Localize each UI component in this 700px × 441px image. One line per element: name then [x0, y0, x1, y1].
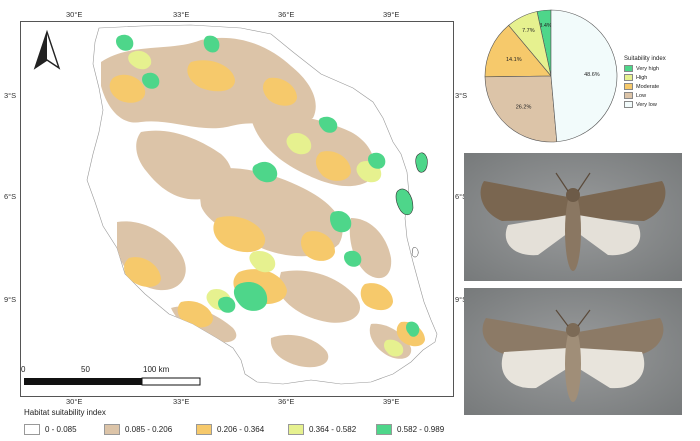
pie-label-moderate: 14.1%	[506, 57, 522, 63]
legend-swatch	[196, 424, 212, 435]
pie-legend-item-moderate: Moderate	[624, 83, 666, 90]
bottom-tick-39e: 39°E	[383, 397, 400, 406]
pie-label-very-high: 3.4%	[539, 23, 552, 29]
pie-label-low: 26.2%	[516, 104, 532, 110]
legend-swatch	[24, 424, 40, 435]
pie-slice-moderate	[484, 24, 552, 78]
legend-item-very-high: 0.582 - 0.989	[376, 424, 444, 435]
legend-item-high: 0.364 - 0.582	[288, 424, 356, 435]
bottom-tick-30e: 30°E	[66, 397, 83, 406]
right-tick-6s: 6°S	[455, 192, 468, 201]
moth-photo-ventral	[464, 288, 682, 415]
pie-legend-label: Very high	[636, 65, 659, 72]
map-canvas	[24, 24, 438, 386]
right-tick-3s: 3°S	[455, 91, 468, 100]
pie-legend-label: High	[636, 74, 648, 81]
pie-legend-label: Very low	[636, 101, 657, 108]
legend-item-moderate: 0.206 - 0.364	[196, 424, 264, 435]
bottom-tick-33e: 33°E	[173, 397, 190, 406]
pie-legend-item-very-low: Very low	[624, 101, 666, 108]
left-tick-6s: 6°S	[4, 192, 17, 201]
high-suitability-zones	[128, 50, 404, 357]
legend-swatch	[376, 424, 392, 435]
legend-label: 0.364 - 0.582	[309, 425, 357, 434]
pie-legend: Suitability index Very high High Moderat…	[624, 56, 666, 110]
scale-label-50: 50	[81, 365, 90, 374]
pie-legend-title: Suitability index	[624, 56, 666, 62]
right-tick-9s: 9°S	[455, 295, 468, 304]
north-arrow-icon	[33, 29, 61, 70]
pie-slice-low	[484, 75, 558, 143]
suitability-pie-chart: 3.4% 7.7% 14.1% 26.2% 48.6%	[484, 9, 618, 143]
legend-item-very-low: 0 - 0.085	[24, 424, 77, 435]
pie-legend-item-high: High	[624, 74, 666, 81]
mafia-island	[411, 247, 419, 258]
pie-legend-label: Moderate	[636, 83, 660, 90]
top-tick-33e: 33°E	[173, 10, 190, 19]
moderate-suitability-zones	[109, 60, 425, 347]
legend-label: 0.582 - 0.989	[397, 425, 445, 434]
top-tick-39e: 39°E	[383, 10, 400, 19]
legend-label: 0.085 - 0.206	[125, 425, 173, 434]
moth-photo-dorsal	[464, 153, 682, 281]
bottom-tick-36e: 36°E	[278, 397, 295, 406]
left-tick-9s: 9°S	[4, 295, 17, 304]
pie-slice-very-low	[550, 9, 618, 143]
pemba-island	[415, 152, 428, 173]
pie-legend-item-very-high: Very high	[624, 65, 666, 72]
habitat-suitability-map: 0 50 100 km	[20, 21, 454, 397]
top-tick-36e: 36°E	[278, 10, 295, 19]
pie-legend-label: Low	[636, 92, 647, 99]
very-high-suitability-zones	[116, 34, 420, 337]
legend-label: 0 - 0.085	[45, 425, 77, 434]
left-tick-3s: 3°S	[4, 91, 17, 100]
scale-bar	[24, 377, 201, 386]
legend-swatch	[104, 424, 120, 435]
legend-item-low: 0.085 - 0.206	[104, 424, 172, 435]
pie-legend-item-low: Low	[624, 92, 666, 99]
top-tick-30e: 30°E	[66, 10, 83, 19]
pie-label-very-low: 48.6%	[584, 72, 600, 78]
zanzibar-island	[395, 188, 414, 216]
legend-swatch	[288, 424, 304, 435]
scale-label-0: 0	[21, 365, 26, 374]
scale-label-100km: 100 km	[143, 365, 170, 374]
pie-label-high: 7.7%	[522, 28, 535, 34]
map-legend-title: Habitat suitability index	[24, 408, 106, 417]
legend-label: 0.206 - 0.364	[217, 425, 265, 434]
